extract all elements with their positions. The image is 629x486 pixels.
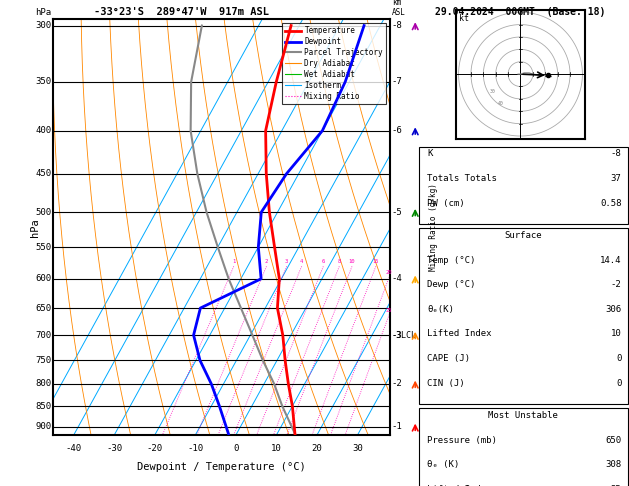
Text: 500: 500 [36, 208, 52, 217]
Text: 0: 0 [233, 444, 238, 453]
Text: 450: 450 [36, 169, 52, 178]
Text: -5: -5 [392, 208, 403, 217]
Text: θₑ (K): θₑ (K) [427, 460, 460, 469]
Text: 350: 350 [36, 77, 52, 87]
Text: -2: -2 [392, 380, 403, 388]
Text: km
ASL: km ASL [392, 0, 406, 17]
Text: 10: 10 [348, 260, 355, 264]
Text: 650: 650 [36, 304, 52, 312]
Text: Lifted Index: Lifted Index [427, 330, 492, 338]
Text: 0.58: 0.58 [600, 199, 621, 208]
Text: Totals Totals: Totals Totals [427, 174, 497, 183]
Text: -20: -20 [147, 444, 163, 453]
Text: 30: 30 [489, 88, 495, 94]
Text: 600: 600 [36, 274, 52, 283]
Text: 8: 8 [338, 260, 341, 264]
Text: Mixing Ratio (g/kg): Mixing Ratio (g/kg) [429, 183, 438, 271]
Text: -8: -8 [392, 21, 403, 30]
Text: 20: 20 [311, 444, 323, 453]
Text: Dewp (°C): Dewp (°C) [427, 280, 476, 289]
Text: 14.4: 14.4 [600, 256, 621, 264]
Text: 10: 10 [271, 444, 282, 453]
Text: 40: 40 [498, 101, 504, 106]
Text: 15: 15 [372, 260, 379, 264]
Text: -7: -7 [392, 77, 403, 87]
Text: 900: 900 [36, 422, 52, 432]
Text: K: K [427, 150, 433, 158]
Text: -2: -2 [611, 280, 621, 289]
Text: 1: 1 [232, 260, 235, 264]
Text: Pressure (mb): Pressure (mb) [427, 435, 497, 445]
Text: Lifted Index: Lifted Index [427, 485, 492, 486]
Text: -4: -4 [392, 274, 403, 283]
Text: 850: 850 [36, 401, 52, 411]
Text: 308: 308 [605, 460, 621, 469]
Text: -33°23'S  289°47'W  917m ASL: -33°23'S 289°47'W 917m ASL [94, 7, 269, 17]
Legend: Temperature, Dewpoint, Parcel Trajectory, Dry Adiabat, Wet Adiabat, Isotherm, Mi: Temperature, Dewpoint, Parcel Trajectory… [282, 23, 386, 104]
Bar [419, 228, 628, 404]
Text: Temp (°C): Temp (°C) [427, 256, 476, 264]
Text: 3: 3 [285, 260, 288, 264]
Text: -3: -3 [392, 330, 403, 340]
Text: 400: 400 [36, 126, 52, 135]
Text: Most Unstable: Most Unstable [488, 411, 559, 420]
Text: -8: -8 [611, 150, 621, 158]
Text: Dewpoint / Temperature (°C): Dewpoint / Temperature (°C) [137, 462, 306, 472]
Text: 2: 2 [265, 260, 268, 264]
Text: 25: 25 [386, 308, 392, 312]
Text: hPa: hPa [30, 218, 40, 237]
Text: -3LCL: -3LCL [392, 330, 416, 340]
Text: 0: 0 [616, 354, 621, 363]
Text: -1: -1 [392, 422, 403, 432]
Text: 10: 10 [611, 330, 621, 338]
Text: 800: 800 [36, 380, 52, 388]
Text: CAPE (J): CAPE (J) [427, 354, 470, 363]
Text: -40: -40 [65, 444, 82, 453]
Text: -6: -6 [392, 126, 403, 135]
Text: PW (cm): PW (cm) [427, 199, 465, 208]
Text: 29.04.2024  00GMT  (Base: 18): 29.04.2024 00GMT (Base: 18) [435, 7, 606, 17]
Text: 6: 6 [321, 260, 325, 264]
Text: CIN (J): CIN (J) [427, 379, 465, 388]
Text: 700: 700 [36, 330, 52, 340]
Bar [419, 147, 628, 224]
Text: -30: -30 [106, 444, 123, 453]
Text: 30: 30 [352, 444, 363, 453]
Text: θₑ(K): θₑ(K) [427, 305, 454, 314]
Text: 0: 0 [616, 379, 621, 388]
Text: Surface: Surface [504, 231, 542, 240]
Text: 25: 25 [611, 485, 621, 486]
Text: 750: 750 [36, 356, 52, 365]
Text: kt: kt [459, 14, 469, 22]
Text: 306: 306 [605, 305, 621, 314]
Text: -10: -10 [187, 444, 203, 453]
Text: 37: 37 [611, 174, 621, 183]
Text: 300: 300 [36, 21, 52, 30]
Bar [419, 408, 628, 486]
Text: 550: 550 [36, 243, 52, 252]
Text: 20: 20 [386, 270, 392, 275]
Text: hPa: hPa [35, 8, 51, 17]
Text: 650: 650 [605, 435, 621, 445]
Text: 4: 4 [300, 260, 303, 264]
